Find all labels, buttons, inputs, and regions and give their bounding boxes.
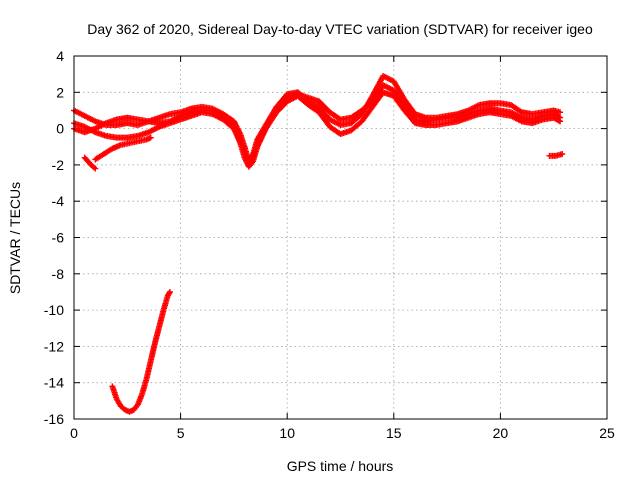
y-tick-label: 0 <box>56 121 64 137</box>
y-tick-label: -8 <box>52 266 65 282</box>
y-tick-label: -10 <box>44 302 64 318</box>
grid <box>74 56 607 419</box>
plot-frame <box>73 55 608 420</box>
data-point <box>557 114 564 121</box>
y-tick-label: -4 <box>52 193 65 209</box>
series-track-3 <box>71 82 564 167</box>
x-tick-label: 0 <box>70 425 78 441</box>
x-tick-label: 25 <box>599 425 615 441</box>
series-track-7 <box>546 151 566 159</box>
y-axis-label: SDTVAR / TECUs <box>7 182 23 294</box>
data-point <box>147 134 154 141</box>
axis-ticks: 0 5 10 15 20 25 -16 -14 -12 -10 -8 -6 -4 -2 0 2 4 <box>44 48 615 441</box>
data-point <box>166 290 173 297</box>
data-point <box>166 288 173 295</box>
x-tick-label: 15 <box>386 425 402 441</box>
y-tick-label: -6 <box>52 230 65 246</box>
y-tick-label: -16 <box>44 411 64 427</box>
data-point <box>559 151 566 158</box>
x-tick-label: 5 <box>177 425 185 441</box>
data-point <box>555 113 562 120</box>
data-points <box>71 72 566 415</box>
series-track-4 <box>92 134 154 163</box>
data-point <box>92 165 99 172</box>
series-track-5 <box>81 154 99 172</box>
y-tick-label: -12 <box>44 338 64 354</box>
y-tick-label: -14 <box>44 375 64 391</box>
x-tick-label: 20 <box>493 425 509 441</box>
chart-title: Day 362 of 2020, Sidereal Day-to-day VTE… <box>87 21 593 37</box>
y-tick-label: 2 <box>56 84 64 100</box>
data-point <box>557 109 564 116</box>
x-axis-label: GPS time / hours <box>287 458 394 474</box>
y-tick-label: 4 <box>56 48 64 64</box>
series-track-6 <box>109 288 173 415</box>
y-tick-label: -2 <box>52 157 65 173</box>
x-tick-label: 10 <box>279 425 295 441</box>
